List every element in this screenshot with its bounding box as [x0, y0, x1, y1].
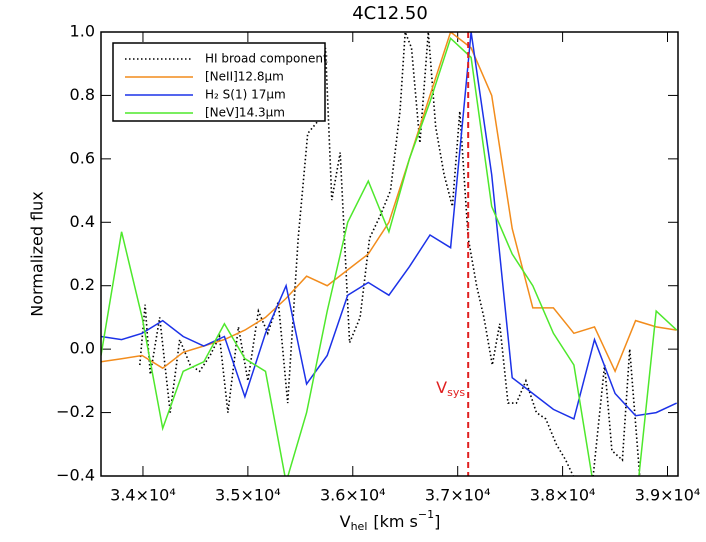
y-tick-label: −0.2 [56, 402, 95, 421]
x-tick-label: 3.5×10⁴ [215, 486, 281, 505]
y-tick-label: 0.6 [70, 148, 95, 167]
vsys-label: Vsys [436, 378, 465, 400]
legend-label: H₂ S(1) 17μm [205, 88, 286, 102]
x-label-unit: [km s [373, 512, 418, 531]
y-tick-label: 0.8 [70, 85, 95, 104]
chart-title: 4C12.50 [352, 3, 428, 24]
y-tick-label: 0.2 [70, 275, 95, 294]
x-label-sub: hel [351, 520, 368, 533]
y-tick-label: 0.4 [70, 212, 95, 231]
x-axis-label: Vhel [km s−1] [340, 508, 441, 533]
x-tick-label: 3.8×10⁴ [530, 486, 596, 505]
plot-area [101, 32, 678, 476]
series-line [101, 36, 678, 476]
vsys-label-main: V [436, 378, 447, 397]
vsys-label-sub: sys [447, 386, 465, 399]
legend-label: [NeV]14.3μm [205, 106, 285, 120]
x-tick-label: 3.9×10⁴ [635, 486, 701, 505]
y-tick-label: 0.0 [70, 339, 95, 358]
y-tick-label: 1.0 [70, 22, 95, 41]
x-tick-label: 3.6×10⁴ [320, 486, 386, 505]
x-tick-label: 3.7×10⁴ [425, 486, 491, 505]
plot-frame [100, 31, 679, 477]
legend-label: HI broad component [205, 52, 328, 66]
y-tick-label: −0.4 [56, 466, 95, 485]
series-line [101, 32, 677, 374]
legend-box [112, 42, 326, 122]
series-line [101, 32, 678, 420]
x-label-main: V [340, 512, 351, 531]
x-tick-label: 3.4×10⁴ [110, 486, 176, 505]
legend-label: [NeII]12.8μm [205, 70, 284, 84]
x-label-close: ] [434, 512, 440, 531]
y-axis-label: Normalized flux [28, 191, 47, 317]
x-label-sup: −1 [418, 508, 434, 521]
